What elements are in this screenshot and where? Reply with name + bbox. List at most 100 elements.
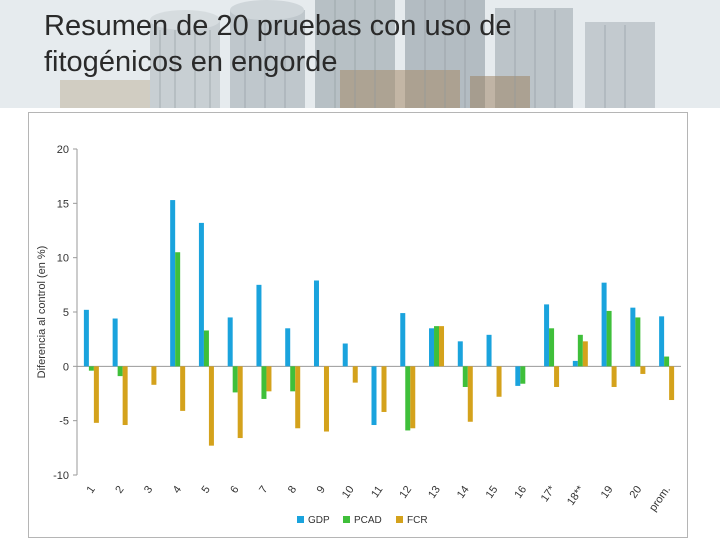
bar-pcad-2: [117, 366, 123, 377]
bar-fcr-12: [410, 366, 416, 429]
bar-fcr-9: [323, 366, 329, 432]
x-tick-label: 13: [426, 484, 443, 501]
bar-pcad-prom.: [664, 356, 670, 367]
bar-pcad-14: [462, 366, 468, 387]
x-tick-label: 19: [599, 484, 616, 501]
bar-fcr-13: [439, 326, 445, 367]
x-tick-label: 14: [455, 484, 472, 501]
bar-fcr-1: [93, 366, 99, 423]
chart-frame: -10 -5 0 5 10 15 20 Diferencia al control (en %…: [28, 112, 688, 538]
x-tick-label: 15: [484, 484, 501, 501]
bar-fcr-4: [180, 366, 186, 411]
bar-pcad-8: [290, 366, 296, 392]
slide-title-line-2: fitogénicos en engorde: [44, 46, 338, 78]
bar-pcad-4: [175, 252, 181, 367]
x-tick-label: 5: [200, 484, 213, 496]
x-tick-label: 18**: [565, 483, 587, 508]
bar-fcr-5: [208, 366, 214, 446]
x-tick-label: 6: [228, 484, 241, 496]
bar-pcad-13: [434, 326, 440, 367]
bar-fcr-19: [611, 366, 617, 387]
x-tick-label: prom.: [647, 484, 673, 514]
bar-pcad-18**: [577, 334, 583, 367]
x-tick-label: 3: [142, 484, 155, 496]
bar-gdp-1: [83, 309, 89, 367]
x-tick-label: 11: [369, 484, 385, 500]
bar-gdp-2: [112, 318, 118, 367]
y-tick-label: 20: [57, 144, 69, 156]
slide-title-line-1: Resumen de 20 pruebas con uso de: [44, 10, 512, 42]
bar-gdp-11: [371, 366, 377, 426]
bar-fcr-7: [266, 366, 272, 392]
bar-pcad-19: [606, 310, 612, 367]
x-tick-label: 10: [340, 484, 357, 501]
y-tick-label: 15: [57, 198, 69, 210]
bar-fcr-prom.: [669, 366, 675, 401]
y-tick-label: 10: [57, 253, 69, 265]
legend-label-gdp: GDP: [308, 515, 330, 526]
bar-fcr-8: [295, 366, 301, 429]
bar-fcr-2: [122, 366, 128, 426]
bar-fcr-18**: [582, 341, 588, 367]
bar-pcad-12: [405, 366, 411, 431]
legend-swatch-gdp: [297, 516, 304, 523]
bar-fcr-10: [352, 366, 358, 383]
bar-fcr-6: [237, 366, 243, 439]
bar-fcr-15: [496, 366, 502, 397]
bar-pcad-6: [232, 366, 238, 393]
bar-gdp-14: [457, 341, 463, 367]
bar-pcad-7: [261, 366, 267, 399]
bar-gdp-6: [227, 317, 233, 367]
bar-gdp-prom.: [659, 316, 665, 367]
x-tick-label: 20: [627, 484, 644, 501]
bar-gdp-9: [313, 280, 319, 367]
chart-legend: GDP PCAD FCR: [297, 515, 428, 526]
slide-title: Resumen de 20 pruebas con uso de fitogén…: [44, 8, 684, 80]
y-axis-title: Diferencia al control (en %): [36, 246, 48, 379]
y-tick-label: 0: [63, 361, 69, 373]
x-tick-label: 7: [257, 484, 270, 496]
bar-gdp-15: [486, 334, 492, 367]
legend-swatch-pcad: [343, 516, 350, 523]
x-tick-label: 16: [512, 484, 529, 501]
x-tick-label: 1: [84, 484, 97, 496]
header-banner: Resumen de 20 pruebas con uso de fitogén…: [0, 0, 720, 108]
bar-pcad-16: [520, 366, 526, 384]
bar-fcr-11: [381, 366, 387, 412]
bar-gdp-7: [256, 284, 262, 367]
bar-gdp-4: [170, 200, 176, 367]
chart-bars: [83, 200, 675, 446]
legend-swatch-fcr: [396, 516, 403, 523]
bar-gdp-16: [515, 366, 521, 386]
bar-gdp-12: [400, 313, 406, 367]
x-tick-label: 9: [315, 484, 328, 496]
bar-gdp-17*: [544, 304, 550, 367]
bar-gdp-8: [285, 328, 291, 367]
x-tick-label: 17*: [539, 483, 559, 504]
silo-background-image: [0, 0, 720, 108]
x-tick-label: 8: [286, 484, 299, 496]
legend-label-fcr: FCR: [407, 515, 428, 526]
y-tick-label: -10: [53, 470, 69, 482]
bar-gdp-20: [630, 307, 636, 367]
bar-gdp-18**: [572, 360, 578, 367]
x-tick-label: 2: [113, 484, 126, 496]
bar-fcr-17*: [554, 366, 560, 387]
bar-fcr-3: [151, 366, 157, 385]
x-tick-label: 4: [171, 484, 184, 496]
bar-gdp-10: [342, 343, 348, 367]
legend-label-pcad: PCAD: [354, 515, 382, 526]
bar-fcr-20: [640, 366, 646, 374]
bar-pcad-1: [88, 366, 94, 371]
chart-axes: [73, 148, 681, 476]
bar-pcad-5: [203, 330, 209, 367]
bar-pcad-17*: [549, 328, 555, 367]
x-tick-label: 12: [397, 484, 414, 501]
y-tick-label: -5: [59, 416, 69, 428]
bar-fcr-14: [467, 366, 473, 422]
bar-gdp-13: [429, 328, 435, 367]
y-tick-label: 5: [63, 307, 69, 319]
bar-pcad-20: [635, 317, 641, 367]
